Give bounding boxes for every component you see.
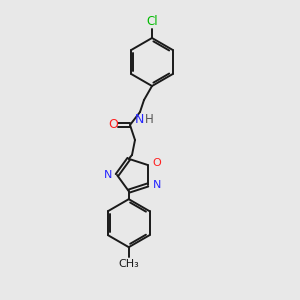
- Text: N: N: [134, 113, 144, 126]
- Text: CH₃: CH₃: [118, 259, 139, 269]
- Text: N: N: [103, 170, 112, 180]
- Text: N: N: [153, 180, 161, 190]
- Text: O: O: [108, 118, 118, 131]
- Text: H: H: [145, 113, 153, 126]
- Text: Cl: Cl: [146, 15, 158, 28]
- Text: O: O: [153, 158, 161, 168]
